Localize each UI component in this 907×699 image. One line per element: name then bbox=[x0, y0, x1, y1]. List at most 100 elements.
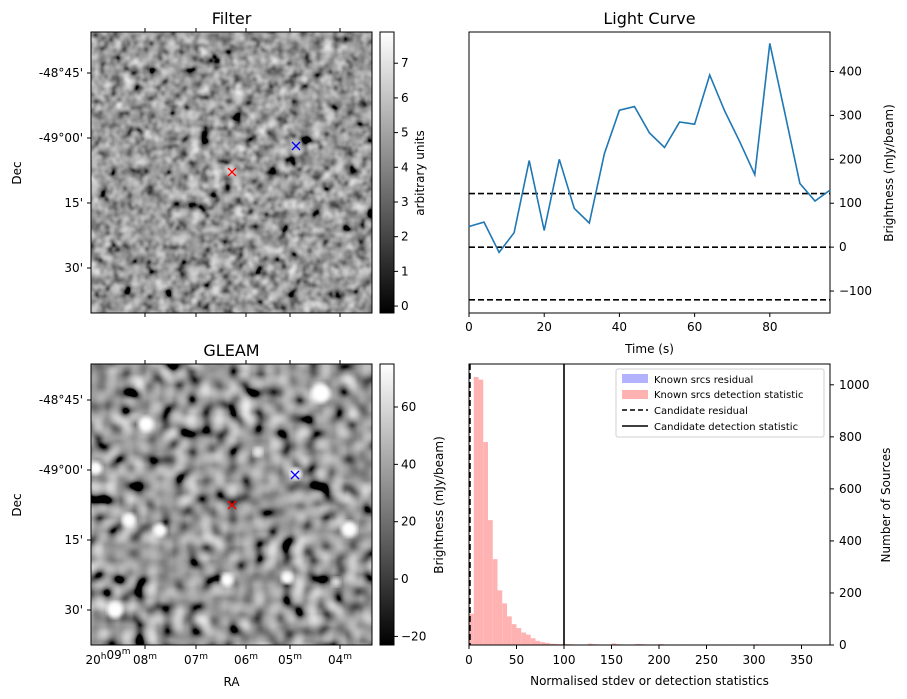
x-tick-label: 350 bbox=[790, 653, 813, 667]
colorbar-tick-label: 3 bbox=[401, 195, 409, 209]
histogram-bar bbox=[469, 613, 474, 645]
gleam-ylabel: Dec bbox=[10, 493, 24, 516]
x-tick-label: 150 bbox=[600, 653, 623, 667]
histogram-bar bbox=[473, 377, 479, 645]
filter-panel: Filter -48°45' -49°00' 15' 30' Dec 0 1 2 3 4 5 6 7… bbox=[10, 9, 427, 317]
gleam-colorbar bbox=[379, 363, 395, 646]
histogram-bar bbox=[535, 640, 541, 645]
colorbar-tick-label: 6 bbox=[401, 91, 409, 105]
ra-tick-label: 04m bbox=[328, 652, 352, 667]
lightcurve-threshold-lines bbox=[469, 192, 830, 301]
filter-x-axis bbox=[144, 28, 341, 317]
dec-tick-label: -49°00' bbox=[39, 463, 83, 477]
gleam-xlabel: RA bbox=[223, 675, 240, 689]
y-tick-label: −100 bbox=[839, 284, 872, 298]
x-tick-label: 60 bbox=[687, 320, 702, 334]
legend-swatch-residual bbox=[622, 374, 648, 383]
gleam-colorbar-ticks: −20 0 20 40 60 bbox=[394, 400, 426, 643]
filter-y-axis: -48°45' -49°00' 15' 30' bbox=[39, 66, 91, 275]
filter-colorbar bbox=[379, 31, 395, 314]
y-tick-label: 0 bbox=[839, 240, 847, 254]
histogram-bar bbox=[545, 642, 550, 645]
histogram-bar bbox=[502, 603, 507, 645]
histogram-bar bbox=[492, 559, 498, 645]
x-tick-label: 50 bbox=[509, 653, 524, 667]
gleam-title: GLEAM bbox=[203, 341, 259, 360]
gleam-panel: GLEAM -48°45' -49°00' 15' 30' Dec 20h09m08m… bbox=[10, 341, 426, 689]
x-tick-label: 0 bbox=[465, 653, 473, 667]
histogram-xlabel: Normalised stdev or detection statistics bbox=[530, 674, 769, 688]
lightcurve-series bbox=[468, 43, 831, 254]
y-tick-label: 400 bbox=[839, 65, 862, 79]
histogram-panel: 0 50 100 150 200 250 300 350 02004006008001000 … bbox=[432, 363, 893, 688]
histogram-candidate-lines bbox=[469, 364, 565, 645]
dec-tick-label: 15' bbox=[64, 533, 83, 547]
colorbar-tick-label: 40 bbox=[401, 457, 416, 471]
histogram-bar bbox=[635, 643, 640, 645]
lightcurve-panel: Light Curve 0 20 40 60 80 −1000100200300400 … bbox=[465, 9, 896, 356]
dec-tick-label: 30' bbox=[64, 603, 83, 617]
histogram-bar bbox=[483, 442, 488, 645]
colorbar-tick-label: 20 bbox=[401, 515, 416, 529]
lightcurve-ylabel: Brightness (mJy/beam) bbox=[882, 104, 896, 242]
colorbar-tick-label: 1 bbox=[401, 264, 409, 278]
colorbar-tick-label: −20 bbox=[401, 629, 426, 643]
y-tick-label: 600 bbox=[839, 482, 862, 496]
legend-label-detection: Known srcs detection statistic bbox=[654, 390, 803, 401]
ra-tick-label: 08m bbox=[133, 652, 157, 667]
histogram-bar bbox=[611, 643, 617, 645]
histogram-bar bbox=[659, 643, 664, 645]
histogram-bar bbox=[554, 643, 560, 645]
legend-box bbox=[615, 368, 825, 438]
filter-ylabel: Dec bbox=[10, 161, 24, 184]
colorbar-tick-label: 0 bbox=[401, 299, 409, 313]
histogram-bar bbox=[511, 624, 517, 645]
y-tick-label: 300 bbox=[839, 108, 862, 122]
colorbar-tick-label: 7 bbox=[401, 56, 409, 70]
x-tick-label: 200 bbox=[648, 653, 671, 667]
histogram-frame bbox=[468, 363, 831, 646]
dec-tick-label: 30' bbox=[64, 261, 83, 275]
colorbar-tick-label: 4 bbox=[401, 160, 409, 174]
histogram-bar bbox=[497, 590, 503, 645]
y-tick-label: 200 bbox=[839, 586, 862, 600]
dec-tick-label: -49°00' bbox=[39, 131, 83, 145]
source-marker bbox=[227, 167, 237, 177]
y-tick-label: 1000 bbox=[839, 378, 870, 392]
lightcurve-title: Light Curve bbox=[603, 9, 695, 28]
histogram-bar bbox=[526, 634, 531, 645]
filter-title: Filter bbox=[212, 9, 252, 28]
dec-tick-label: 15' bbox=[64, 196, 83, 210]
gleam-y-axis: -48°45' -49°00' 15' 30' bbox=[39, 393, 91, 617]
x-tick-label: 0 bbox=[465, 320, 473, 334]
x-tick-label: 250 bbox=[695, 653, 718, 667]
source-marker bbox=[290, 470, 300, 480]
histogram-bar bbox=[521, 632, 526, 645]
histogram-bar bbox=[549, 643, 555, 645]
ra-tick-label: 20h09m bbox=[85, 647, 130, 667]
histogram-bar bbox=[587, 643, 593, 645]
filter-colorbar-ticks: 0 1 2 3 4 5 6 7 bbox=[394, 56, 409, 313]
ra-tick-label: 07m bbox=[184, 652, 208, 667]
histogram-ylabel-right: Number of Sources bbox=[879, 448, 893, 563]
histogram-legend: Known srcs residual Known srcs detection… bbox=[615, 368, 825, 438]
lightcurve-x-axis: 0 20 40 60 80 bbox=[465, 313, 777, 334]
filter-frame bbox=[90, 31, 373, 314]
dec-tick-label: -48°45' bbox=[39, 66, 83, 80]
ra-tick-label: 06m bbox=[234, 652, 258, 667]
gleam-frame bbox=[90, 363, 373, 646]
x-tick-label: 40 bbox=[612, 320, 627, 334]
x-tick-label: 100 bbox=[553, 653, 576, 667]
histogram-bar bbox=[516, 628, 522, 645]
histogram-bar bbox=[488, 520, 493, 645]
y-tick-label: 200 bbox=[839, 152, 862, 166]
colorbar-tick-label: 60 bbox=[401, 400, 416, 414]
legend-label-residual: Known srcs residual bbox=[654, 375, 753, 386]
histogram-y-axis: 0 200 400 600 800 1000 bbox=[830, 378, 870, 652]
source-marker bbox=[227, 500, 237, 510]
legend-swatch-detection bbox=[622, 390, 648, 399]
y-tick-label: 0 bbox=[839, 638, 847, 652]
histogram-bar bbox=[540, 642, 545, 645]
